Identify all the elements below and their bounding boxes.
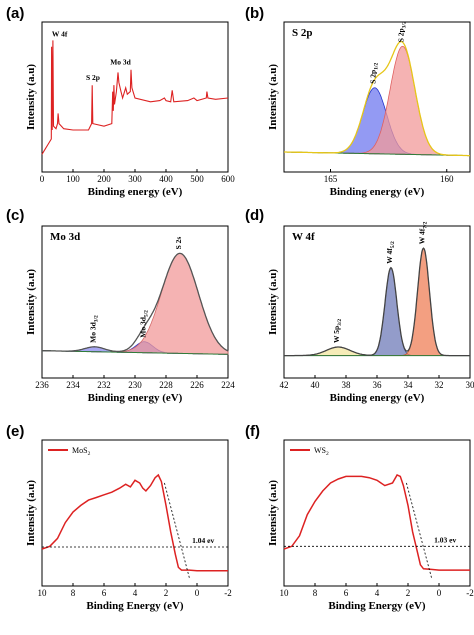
peak-label-b-0: S 2p1/2 [369,63,380,84]
legend-label-e: MoS2 [72,446,91,457]
x-tick-label-f-0: 10 [280,588,290,598]
panel-f: 10 8 6 4 2 0 -2 Binding Energy (eV) Intensity (a… [267,439,474,612]
panel-title-b: S 2p [292,27,313,39]
x-tick-label-a-3: 300 [128,174,142,184]
x-tick-label-e-5: 0 [195,588,200,598]
plot-frame-b [283,21,471,173]
y-axis-label-d: Intensity (a.u) [267,269,279,335]
plot-frame-e [41,439,229,587]
envelope-d [284,247,470,357]
annotation-s2p: S 2p [86,73,100,82]
peak-label-c-2: S 2s [174,237,183,250]
x-tick-label-e-3: 4 [133,588,138,598]
fit-peak-c-2 [42,252,229,355]
x-tick-label-e-1: 8 [71,588,76,598]
x-tick-label-c-0: 236 [35,380,49,390]
x-tick-label-d-4: 34 [404,380,414,390]
panel-label-d: (d) [245,207,264,224]
x-tick-label-b-1: 160 [440,174,454,184]
x-tick-label-f-6: -2 [466,588,474,598]
x-tick-label-c-3: 230 [128,380,142,390]
panel-label-f: (f) [245,423,260,440]
x-tick-label-d-3: 36 [373,380,383,390]
panel-d: 42 40 38 36 34 32 30 Binding energy (eV) Intensi… [267,221,474,404]
peak-label-d-0: W 5p3/2 [332,319,343,343]
y-axis-label-c: Intensity (a.u) [25,269,37,335]
panel-a: 0 100 200 300 400 500 600 Binding energy (eV) In… [25,21,235,198]
peak-label-c-0: Mo 3d3/2 [89,315,100,343]
edge-extrapolation-e [164,482,190,579]
x-tick-label-a-1: 100 [66,174,80,184]
x-tick-label-f-4: 2 [406,588,411,598]
y-axis-label-f: Intensity (a.u) [267,480,279,546]
spectrum-line-e [41,473,228,572]
panel-c: 236 234 232 230 228 226 224 Binding energy (eV)… [25,225,235,404]
legend-label-f: WS2 [314,446,329,457]
x-tick-label-b-0: 165 [324,174,338,184]
x-tick-label-e-0: 10 [38,588,48,598]
annotation-w4f: W 4f [52,30,68,39]
panel-b: 165 160 Binding energy (eV) Intensity (a.u)… [267,21,471,198]
x-axis-label-f: Binding Energy (eV) [328,600,426,612]
panel-label-c: (c) [6,207,24,224]
x-tick-label-a-5: 500 [190,174,204,184]
x-axis-label-d: Binding energy (eV) [330,392,425,404]
edge-extrapolation-f [406,482,432,579]
panel-label-a: (a) [6,5,24,22]
x-tick-label-a-0: 0 [40,174,45,184]
x-tick-label-c-1: 234 [66,380,80,390]
x-tick-label-f-2: 6 [344,588,349,598]
onset-annotation-e: 1.04 ev [192,536,214,545]
x-tick-label-a-2: 200 [97,174,111,184]
peak-label-b-1: S 2p3/2 [397,21,408,42]
x-tick-label-d-0: 42 [280,380,289,390]
y-axis-label-b: Intensity (a.u) [267,64,279,130]
panel-title-d: W 4f [292,231,315,243]
x-tick-label-d-1: 40 [311,380,321,390]
peak-label-c-1: Mo 3d5/2 [138,310,149,338]
fit-peak-d-1 [284,267,470,357]
x-tick-label-f-3: 4 [375,588,380,598]
panel-title-c: Mo 3d [50,231,80,243]
survey-line [41,40,229,155]
peak-label-d-1: W 4f5/2 [385,241,396,264]
x-tick-label-a-4: 400 [159,174,173,184]
panel-label-b: (b) [245,5,264,22]
panel-e: 10 8 6 4 2 0 -2 Binding Energy (eV) Intensity (a… [25,439,232,612]
peak-label-d-2: W 4f7/2 [418,221,429,244]
x-tick-label-d-5: 32 [435,380,444,390]
x-tick-label-f-1: 8 [313,588,318,598]
x-tick-label-c-5: 226 [190,380,204,390]
x-axis-label-a: Binding energy (eV) [88,186,183,198]
x-axis-label-c: Binding energy (eV) [88,392,183,404]
envelope-c [42,252,229,353]
annotation-mo3d: Mo 3d [110,58,131,67]
x-axis-label-b: Binding energy (eV) [330,186,425,198]
onset-annotation-f: 1.03 ev [434,535,456,544]
x-tick-label-c-6: 224 [221,380,235,390]
x-axis-label-e: Binding Energy (eV) [86,600,184,612]
x-tick-label-d-2: 38 [342,380,352,390]
x-tick-label-c-2: 232 [97,380,111,390]
y-axis-label-a: Intensity (a.u) [25,64,37,130]
y-axis-label-e: Intensity (a.u) [25,480,37,546]
spectrum-line-f [283,474,470,571]
fit-peak-d-2 [284,247,470,357]
x-tick-label-c-4: 228 [159,380,173,390]
panel-label-e: (e) [6,423,24,440]
x-tick-label-a-6: 600 [221,174,235,184]
x-tick-label-e-6: -2 [224,588,232,598]
x-tick-label-e-2: 6 [102,588,107,598]
plot-frame-f [283,439,471,587]
x-tick-label-d-6: 30 [466,380,474,390]
envelope-b [284,40,470,157]
x-tick-label-f-5: 0 [437,588,442,598]
x-tick-label-e-4: 2 [164,588,169,598]
